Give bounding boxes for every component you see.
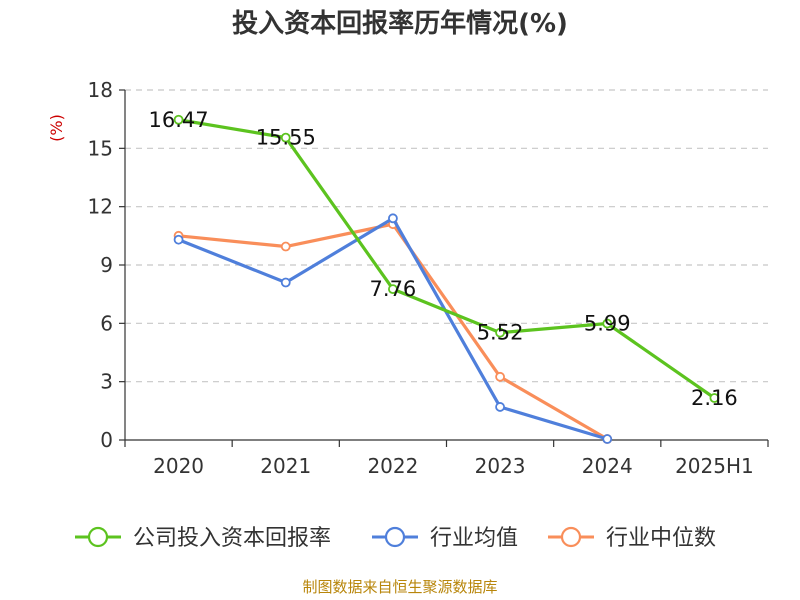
legend-marker	[560, 526, 582, 548]
series-行业中位数	[173, 219, 613, 444]
data-label: 2.16	[691, 386, 738, 410]
data-point	[388, 284, 398, 295]
legend-label: 公司投入资本回报率	[133, 526, 331, 551]
data-point	[602, 318, 613, 329]
data-point	[709, 393, 720, 403]
chart-title: 投入资本回报率历年情况(%)	[232, 8, 568, 39]
series-layer	[173, 114, 720, 444]
data-label: 5.99	[584, 312, 631, 336]
series-行业均值	[173, 213, 613, 444]
data-point	[495, 371, 505, 382]
y-tick-label: 12	[88, 195, 113, 219]
data-point	[495, 327, 505, 338]
data-point	[280, 241, 291, 252]
data-point	[280, 277, 291, 288]
data-point	[602, 434, 613, 444]
data-label: 16.47	[149, 108, 209, 132]
data-point	[173, 114, 184, 125]
data-label: 7.76	[370, 277, 417, 301]
data-point	[280, 132, 291, 143]
x-tick-label: 2020	[153, 454, 204, 478]
y-tick-label: 18	[88, 78, 113, 102]
data-point	[388, 213, 398, 224]
data-label: 5.52	[477, 321, 524, 345]
data-labels: 16.47 15.55 7.76 5.52 5.99 2.16	[149, 108, 738, 410]
series-公司投入资本回报率	[173, 114, 720, 403]
series-line	[178, 118, 716, 400]
legend-marker	[384, 526, 406, 548]
legend-label: 行业中位数	[606, 526, 716, 551]
y-tick-label: 6	[100, 311, 113, 335]
data-point	[495, 402, 505, 412]
source-note: 制图数据来自恒生聚源数据库	[302, 578, 497, 596]
series-line	[178, 222, 609, 441]
axes: 0 3 6 9 12 15 18 2020 2021 2022 2023 2024 2025H1	[88, 78, 769, 478]
data-label: 15.55	[256, 126, 316, 150]
legend-marker	[87, 526, 109, 548]
legend-label: 行业均值	[430, 526, 518, 551]
x-tick-label: 2024	[582, 454, 633, 478]
legend: 公司投入资本回报率 行业均值 行业中位数	[75, 526, 716, 551]
x-tick-label: 2021	[260, 454, 311, 478]
y-tick-label: 3	[100, 370, 113, 394]
y-tick-label: 0	[100, 428, 113, 452]
grid-lines	[125, 89, 768, 383]
data-point	[173, 234, 184, 245]
y-tick-label: 9	[100, 253, 113, 277]
x-tick-label: 2023	[475, 454, 526, 478]
x-tick-label: 2022	[367, 454, 418, 478]
x-tick-label: 2025H1	[675, 454, 754, 478]
y-axis-unit: (%)	[47, 114, 66, 142]
y-tick-label: 15	[88, 136, 113, 160]
